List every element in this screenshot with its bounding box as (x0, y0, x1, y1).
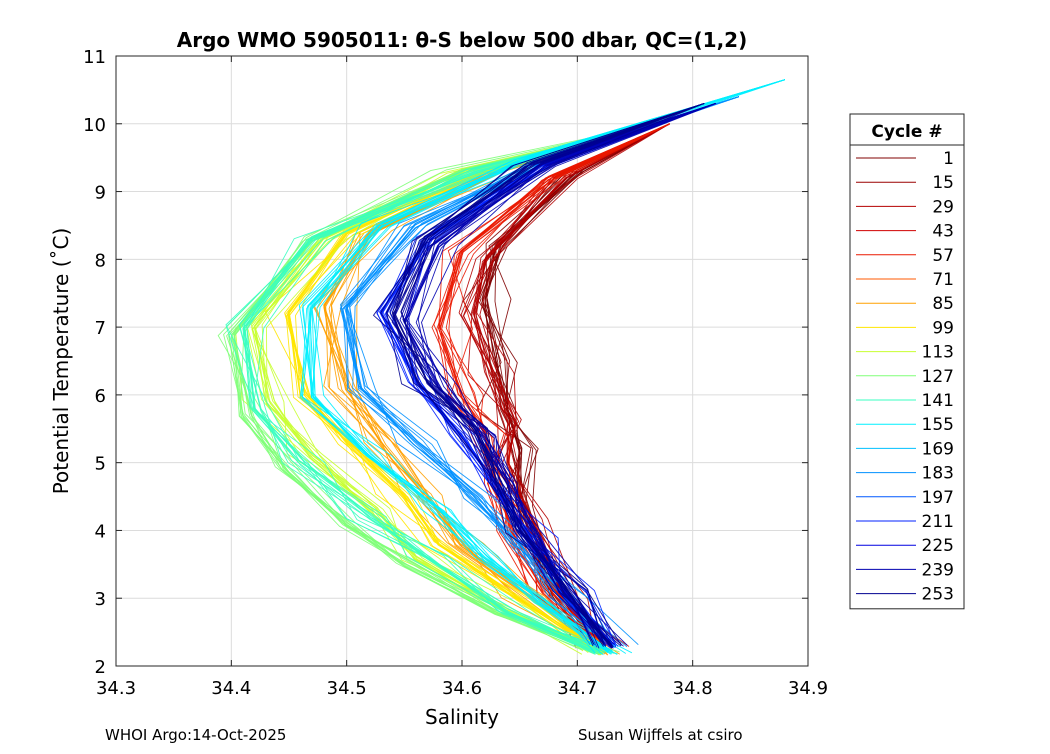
series-line-12 (392, 102, 705, 645)
series-line-12 (392, 102, 705, 647)
series-line-10 (376, 102, 716, 645)
y-tick-label: 6 (95, 386, 106, 407)
series-line-4 (287, 123, 659, 653)
series-line-2 (441, 123, 670, 644)
series-line-0 (481, 123, 670, 649)
x-tick-label: 34.7 (557, 678, 597, 699)
legend-label: 253 (922, 585, 954, 605)
series-line-10 (380, 102, 716, 648)
legend-label: 71 (932, 270, 954, 290)
x-axis-label: Salinity (425, 705, 499, 729)
y-tick-label: 9 (95, 183, 106, 204)
y-axis-label: Potential Temperature (˚C) (49, 228, 73, 495)
series-line-7 (246, 123, 659, 655)
legend-label: 29 (932, 197, 954, 217)
y-tick-label: 3 (95, 589, 106, 610)
series-line-11 (403, 102, 716, 649)
series-line-8 (310, 79, 786, 656)
legend-label: 197 (922, 488, 954, 508)
x-tick-label: 34.5 (327, 678, 367, 699)
legend-box (849, 113, 965, 610)
series-line-8 (298, 79, 786, 651)
legend-label: 43 (932, 222, 954, 242)
series-line-0 (481, 123, 670, 644)
y-tick-label: 2 (95, 657, 106, 678)
series-line-12 (372, 102, 705, 649)
y-tick-label: 7 (95, 318, 106, 339)
y-tick-label: 10 (83, 115, 106, 136)
axis-ticks: 34.3 34.4 34.5 34.6 34.7 34.8 34.9 2 3 4 5 6 7 8 9 10 11 (83, 47, 828, 699)
series-line-9 (340, 96, 739, 648)
legend-label: 239 (922, 560, 954, 580)
x-tick-label: 34.3 (96, 678, 136, 699)
series-line-5 (250, 123, 659, 654)
legend-label: 99 (932, 318, 954, 338)
series-line-12 (400, 102, 705, 648)
series-line-6 (239, 123, 659, 654)
legend-label: 155 (922, 415, 954, 435)
legend-label: 211 (922, 512, 954, 532)
legend-label: 141 (922, 391, 954, 411)
legend-label: 85 (932, 294, 954, 314)
legend-label: 183 (922, 464, 954, 484)
x-tick-label: 34.8 (673, 678, 713, 699)
series-line-4 (288, 123, 659, 656)
series-line-2 (439, 123, 670, 647)
legend-label: 57 (932, 246, 954, 266)
x-tick-label: 34.6 (442, 678, 482, 699)
series-line-2 (438, 123, 670, 648)
data-curves (217, 79, 786, 656)
series-line-8 (299, 79, 786, 653)
series-line-5 (266, 123, 659, 655)
series-line-9 (346, 96, 739, 648)
series-line-12 (389, 102, 705, 647)
series-line-12 (386, 102, 705, 646)
series-line-1 (473, 123, 670, 647)
y-tick-label: 8 (95, 250, 106, 271)
legend-label: 169 (922, 439, 954, 459)
series-line-0 (485, 123, 670, 646)
series-line-7 (225, 123, 659, 655)
legend-label: 127 (922, 367, 954, 387)
y-tick-label: 5 (95, 454, 106, 475)
x-tick-label: 34.9 (788, 678, 828, 699)
series-line-0 (482, 123, 670, 644)
legend-title: Cycle # (871, 122, 942, 142)
series-line-0 (488, 123, 670, 648)
series-line-11 (405, 102, 716, 646)
series-line-8 (311, 79, 786, 654)
footer-left: WHOI Argo:14-Oct-2025 (105, 726, 287, 744)
y-tick-label: 11 (83, 47, 106, 68)
legend: Cycle #1 15 29 43 57 71 85 99 113 127 141 155 169 183… (849, 113, 965, 610)
series-line-6 (230, 123, 659, 655)
series-line-8 (311, 79, 786, 654)
legend-label: 113 (922, 343, 954, 363)
chart-title: Argo WMO 5905011: θ-S below 500 dbar, QC… (177, 28, 747, 52)
x-tick-label: 34.4 (211, 678, 251, 699)
series-line-2 (438, 123, 670, 646)
legend-label: 225 (922, 536, 954, 556)
series-line-1 (479, 123, 670, 644)
series-line-12 (393, 102, 705, 644)
legend-label: 1 (943, 149, 954, 169)
series-line-7 (242, 123, 659, 652)
legend-label: 15 (932, 173, 954, 193)
series-line-9 (345, 96, 739, 645)
series-line-7 (243, 123, 659, 655)
footer-right: Susan Wijffels at csiro (578, 726, 743, 744)
y-tick-label: 4 (95, 521, 106, 542)
